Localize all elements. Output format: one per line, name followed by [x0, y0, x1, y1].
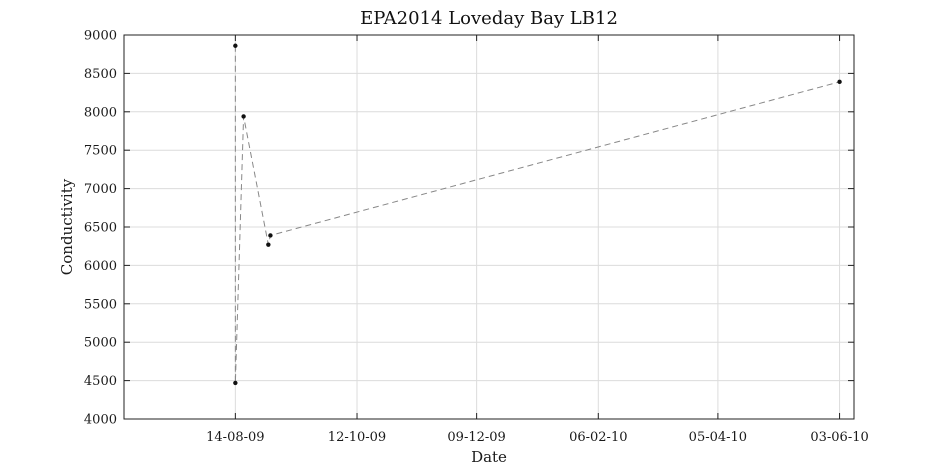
y-tick-label: 4000 [84, 413, 117, 428]
data-point [268, 233, 273, 238]
y-tick-label: 8000 [84, 105, 117, 120]
y-tick-label: 7500 [84, 144, 117, 159]
x-tick-label: 14-08-09 [206, 430, 264, 445]
y-axis: 4000 4500 5000 5500 6000 6500 7000 7500 8000 8500… [84, 29, 854, 428]
y-tick-label: 9000 [84, 29, 117, 44]
y-tick-label: 6500 [84, 221, 117, 236]
y-tick-label: 5500 [84, 297, 117, 312]
y-tick-label: 5000 [84, 336, 117, 351]
grid [124, 34, 854, 420]
data-point [233, 43, 238, 48]
series-layer [233, 43, 842, 386]
x-tick-label: 05-04-10 [689, 430, 747, 445]
x-axis: 14-08-09 12-10-09 09-12-09 06-02-10 05-04-10… [206, 35, 869, 445]
chart-title: EPA2014 Loveday Bay LB12 [360, 8, 618, 29]
y-axis-label: Conductivity [58, 178, 76, 275]
x-tick-label: 09-12-09 [447, 430, 505, 445]
y-tick-label: 4500 [84, 374, 117, 389]
y-tick-label: 7000 [84, 182, 117, 197]
data-point [837, 79, 842, 85]
x-tick-label: 12-10-09 [328, 430, 386, 445]
data-point [266, 242, 271, 247]
x-tick-label: 03-06-10 [810, 430, 868, 445]
y-tick-label: 8500 [84, 67, 117, 82]
x-axis-label: Date [471, 448, 507, 466]
data-point [241, 114, 246, 119]
x-tick-label: 06-02-10 [569, 430, 627, 445]
y-tick-label: 6000 [84, 259, 117, 274]
series-line [234, 45, 840, 383]
data-point [233, 380, 238, 386]
